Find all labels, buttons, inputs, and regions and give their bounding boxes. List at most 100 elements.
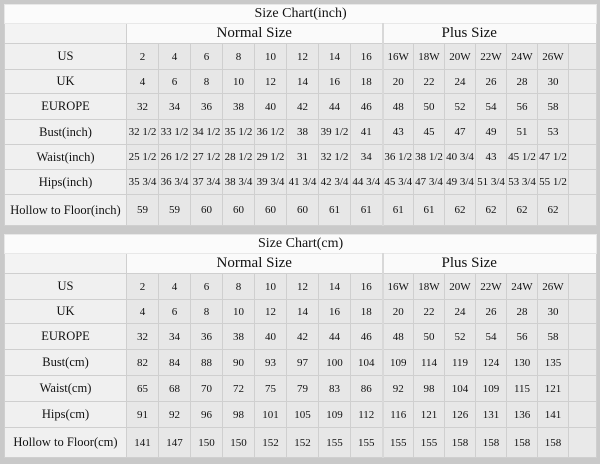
plus-size-cell: 155 [413,427,445,458]
plus-size-cell: 49 [475,119,507,145]
row-label: US [4,273,127,300]
plus-size-cell: 56 [506,93,538,120]
normal-size-cell: 16 [318,299,351,324]
normal-size-cell: 29 1/2 [254,144,287,170]
plus-size-cell: 104 [444,375,476,402]
plus-size-cell: 114 [413,349,445,376]
plus-size-cell: 158 [475,427,507,458]
normal-size-cell: 91 [126,401,159,428]
plus-size-cell: 62 [537,194,569,226]
normal-size-cell: 35 1/2 [222,119,255,145]
normal-size-cell: 152 [254,427,287,458]
plus-size-cell: 30 [537,69,569,94]
table-row: Bust(cm) 82 84 88 90 93 97 100 104 109 114 119 124 13… [4,349,598,376]
normal-size-cell: 18 [350,69,384,94]
normal-size-cell: 38 3/4 [222,169,255,195]
plus-size-cell: 30 [537,299,569,324]
row-label: Waist(cm) [4,375,127,402]
normal-size-cell: 150 [190,427,223,458]
normal-size-cell: 38 [286,119,319,145]
normal-size-cell: 60 [286,194,319,226]
normal-size-cell: 32 [126,323,159,350]
normal-size-cell: 31 [286,144,319,170]
plus-size-cell: 40 3/4 [444,144,476,170]
empty-cell [567,194,598,226]
plus-size-cell: 45 1/2 [506,144,538,170]
normal-size-cell: 105 [286,401,319,428]
normal-size-cell: 96 [190,401,223,428]
table-row: Hollow to Floor(cm) 141 147 150 150 152 152 155… [4,427,598,458]
plus-size-cell: 36 1/2 [382,144,414,170]
empty-cell [567,323,598,350]
normal-size-cell: 14 [318,273,351,300]
plus-size-cell: 52 [444,93,476,120]
normal-size-cell: 36 1/2 [254,119,287,145]
plus-size-cell: 26 [475,299,507,324]
normal-size-cell: 98 [222,401,255,428]
plus-size-cell: 62 [506,194,538,226]
normal-size-cell: 12 [286,273,319,300]
normal-size-cell: 32 [126,93,159,120]
normal-size-cell: 70 [190,375,223,402]
plus-size-cell: 54 [475,93,507,120]
plus-size-cell: 116 [382,401,414,428]
plus-size-cell: 126 [444,401,476,428]
size-chart-cm: Size Chart(cm) Normal Size Plus Size US 2 4 6 8… [3,234,598,458]
row-label: Hollow to Floor(cm) [4,427,127,458]
plus-size-cell: 45 [413,119,445,145]
normal-size-cell: 152 [286,427,319,458]
plus-size-cell: 121 [537,375,569,402]
normal-size-cell: 37 3/4 [190,169,223,195]
normal-size-cell: 155 [318,427,351,458]
chart-title: Size Chart(inch) [3,4,598,24]
plus-size-cell: 49 3/4 [444,169,476,195]
normal-size-cell: 79 [286,375,319,402]
plus-size-cell: 92 [382,375,414,402]
plus-size-cell: 47 3/4 [413,169,445,195]
normal-size-cell: 155 [350,427,384,458]
plus-size-cell: 22 [413,299,445,324]
row-label: UK [4,69,127,94]
plus-size-cell: 155 [382,427,414,458]
normal-size-cell: 90 [222,349,255,376]
empty-cell [567,169,598,195]
size-chart-inch: Size Chart(inch) Normal Size Plus Size US 2 4… [3,4,598,226]
plus-size-cell: 26W [537,273,569,300]
normal-size-cell: 27 1/2 [190,144,223,170]
plus-size-cell: 136 [506,401,538,428]
plus-size-cell: 22W [475,273,507,300]
normal-size-cell: 6 [190,273,223,300]
plus-size-cell: 52 [444,323,476,350]
plus-size-cell: 51 3/4 [475,169,507,195]
normal-size-cell: 14 [286,299,319,324]
plus-size-cell: 119 [444,349,476,376]
plus-size-cell: 48 [382,93,414,120]
row-label: Hips(inch) [4,169,127,195]
normal-size-cell: 8 [222,43,255,70]
plus-size-cell: 56 [506,323,538,350]
normal-size-cell: 32 1/2 [318,144,351,170]
plus-size-cell: 38 1/2 [413,144,445,170]
normal-size-cell: 8 [190,69,223,94]
plus-size-cell: 61 [382,194,414,226]
plus-size-cell: 135 [537,349,569,376]
normal-size-cell: 61 [318,194,351,226]
empty-cell [567,119,598,145]
normal-size-cell: 16 [318,69,351,94]
normal-size-cell: 65 [126,375,159,402]
plus-size-cell: 48 [382,323,414,350]
plus-size-cell: 20 [382,69,414,94]
normal-size-cell: 46 [350,323,384,350]
normal-size-cell: 84 [158,349,191,376]
normal-size-cell: 75 [254,375,287,402]
plus-size-cell: 45 3/4 [382,169,414,195]
normal-size-cell: 33 1/2 [158,119,191,145]
table-row: UK 4 6 8 10 12 14 16 18 20 22 24 26 28 30 [4,299,598,324]
plus-size-cell: 43 [475,144,507,170]
normal-size-cell: 40 [254,93,287,120]
empty-cell [567,375,598,402]
normal-size-cell: 4 [126,69,159,94]
plus-size-cell: 98 [413,375,445,402]
normal-size-cell: 34 [158,323,191,350]
normal-size-cell: 68 [158,375,191,402]
